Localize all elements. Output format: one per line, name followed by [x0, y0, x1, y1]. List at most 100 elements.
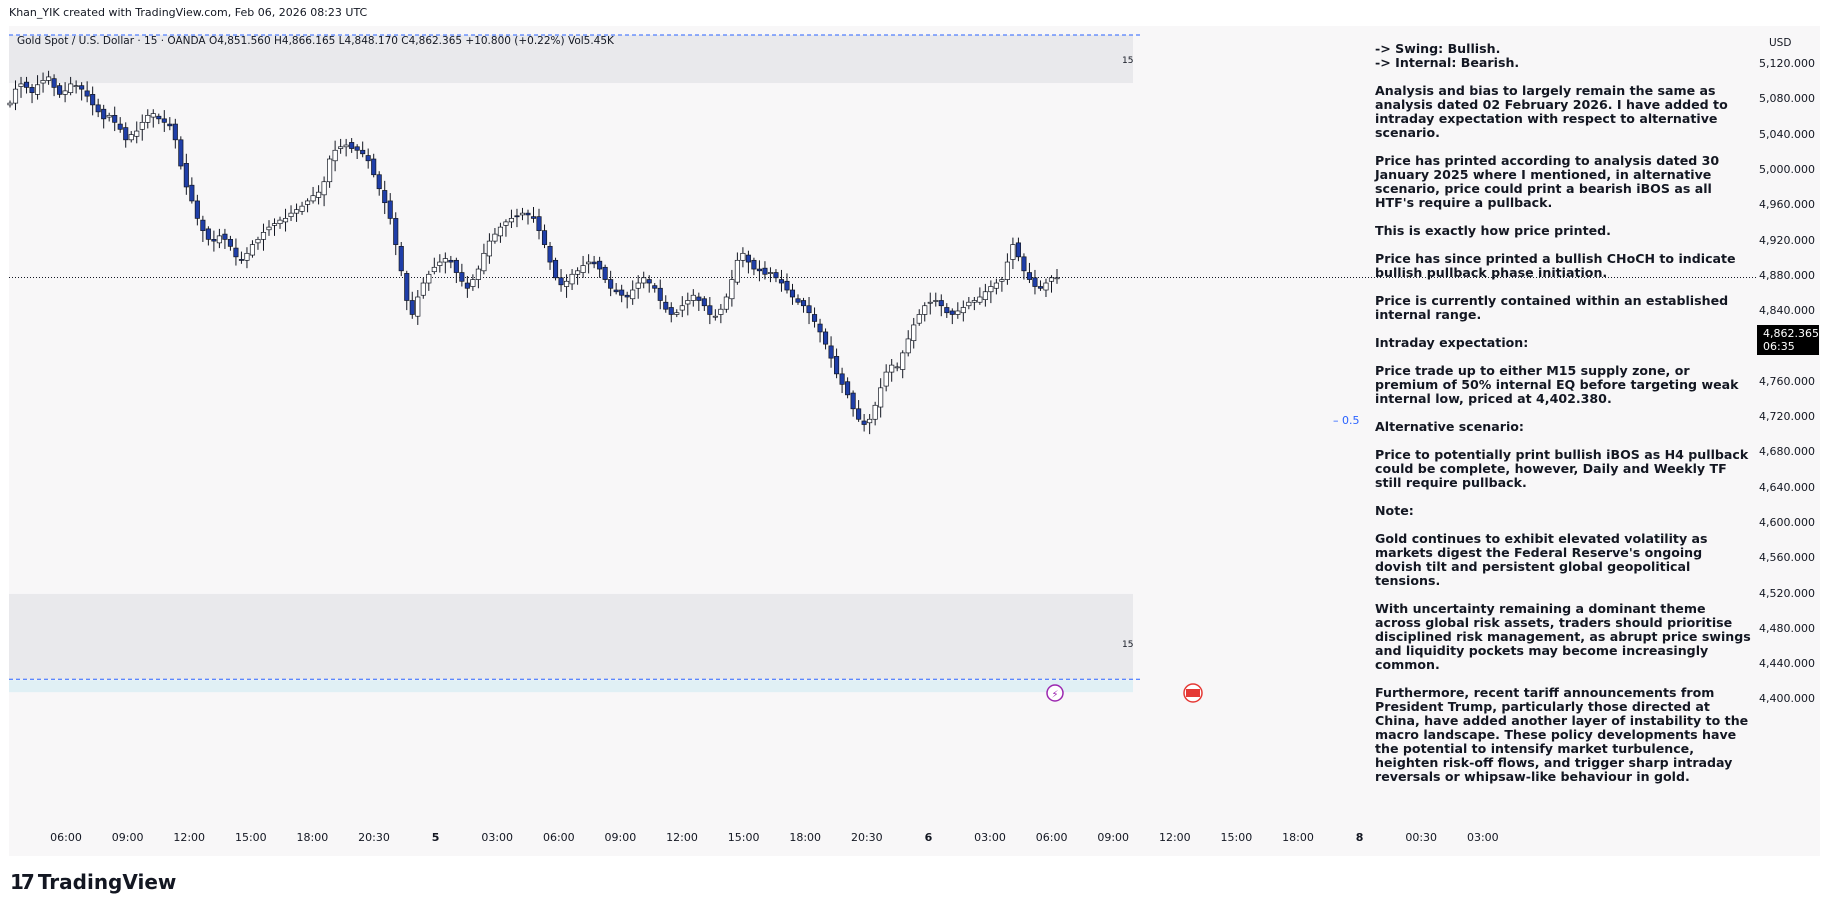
range-zone [9, 35, 1133, 84]
bullish-candle [685, 300, 691, 305]
bullish-candle [900, 352, 906, 370]
price-tick-label: 4,720.000 [1759, 410, 1815, 423]
bearish-candle [172, 123, 178, 141]
bullish-candle [249, 244, 256, 256]
bearish-candle [541, 230, 548, 245]
bullish-candle [106, 114, 112, 118]
bearish-candle [404, 273, 410, 301]
bearish-candle [602, 266, 608, 280]
bearish-candle [839, 373, 845, 385]
bullish-candle [999, 279, 1005, 282]
bearish-candle [233, 247, 239, 258]
bearish-candle [624, 294, 630, 298]
bearish-candle [117, 123, 123, 130]
tradingview-wordmark: TradingView [37, 870, 177, 894]
bearish-candle [745, 254, 751, 263]
bullish-candle [575, 270, 581, 275]
price-tick-label: 5,080.000 [1759, 92, 1815, 106]
bearish-candle [205, 228, 211, 240]
bullish-candle [40, 80, 46, 84]
bullish-candle [277, 219, 283, 224]
bullish-candle [905, 338, 911, 354]
bearish-candle [800, 300, 807, 307]
bearish-candle [856, 408, 862, 420]
bearish-candle [409, 300, 415, 315]
range-zone [9, 593, 1133, 680]
price-tick-label: 4,920.000 [1759, 233, 1815, 247]
bearish-candle [189, 184, 195, 202]
equilibrium-value: 0.5 [1342, 414, 1360, 427]
analysis-paragraph: With uncertainty remaining a dominant th… [1375, 601, 1751, 672]
bearish-candle [663, 301, 669, 310]
bearish-candle [938, 300, 944, 307]
bearish-candle [668, 307, 674, 315]
symbol-legend[interactable]: Gold Spot / U.S. Dollar · 15 · OANDA O4,… [17, 35, 614, 47]
price-tick-label: 4,840.000 [1759, 304, 1815, 318]
bearish-candle [701, 298, 707, 307]
analysis-paragraph: Price has since printed a bullish CHoCH … [1375, 251, 1736, 280]
time-tick-label: 12:00 [666, 831, 698, 844]
price-tick-label: 4,640.000 [1759, 480, 1815, 494]
bullish-candle [139, 121, 145, 130]
bar-countdown: 06:35 [1763, 340, 1795, 353]
bullish-candle [7, 102, 13, 106]
price-tick-label: 4,960.000 [1759, 198, 1815, 212]
time-tick-label: 18:00 [1282, 831, 1314, 844]
bearish-candle [382, 190, 388, 204]
bullish-candle [630, 289, 636, 300]
bearish-candle [194, 200, 200, 219]
bearish-candle [393, 218, 399, 245]
time-tick-label: 18:00 [789, 831, 822, 844]
bullish-candle [497, 226, 503, 237]
bullish-candle [321, 181, 327, 196]
bullish-candle [922, 305, 928, 315]
bearish-candle [657, 287, 663, 301]
bullish-candle [519, 212, 526, 216]
bullish-candle [293, 209, 300, 214]
bullish-candle [971, 300, 977, 303]
bearish-candle [211, 239, 217, 242]
bearish-candle [861, 420, 867, 425]
bearish-candle [156, 115, 162, 120]
bearish-candle [525, 212, 531, 216]
bearish-candle [558, 277, 564, 286]
analysis-text: -> Swing: Bullish. -> Internal: Bearish. A… [1375, 42, 1753, 798]
equilibrium-label: – 0.5 [1333, 414, 1360, 427]
bullish-candle [431, 266, 437, 273]
bullish-candle [993, 282, 999, 289]
bullish-candle [244, 252, 250, 261]
pane-number-bottom: 15 [1122, 640, 1134, 650]
analysis-paragraph: Gold continues to exhibit elevated volat… [1375, 531, 1708, 588]
bullish-candle [960, 307, 966, 314]
bullish-candle [641, 277, 647, 284]
time-tick-label: 6 [924, 831, 933, 844]
time-tick-label: 03:00 [1466, 831, 1499, 844]
time-tick-label: 15:00 [1220, 831, 1253, 844]
lower-band [9, 680, 1133, 693]
bearish-candle [949, 310, 955, 315]
bullish-candle [718, 308, 724, 315]
time-tick-label: 12:00 [173, 831, 206, 844]
bullish-candle [674, 312, 680, 315]
chart-area[interactable] [9, 26, 1820, 856]
currency-label[interactable]: USD [1769, 37, 1792, 49]
pane-number-top: 15 [1122, 56, 1134, 66]
tradingview-logo[interactable]: 17 TradingView [10, 870, 176, 894]
price-tick-label: 4,760.000 [1759, 374, 1815, 388]
bearish-candle [751, 259, 757, 270]
bullish-candle [503, 221, 509, 226]
analysis-paragraph: This is exactly how price printed. [1375, 223, 1611, 238]
bearish-candle [354, 146, 360, 151]
price-tick-label: 4,560.000 [1759, 551, 1815, 565]
bullish-candle [767, 272, 774, 274]
bearish-candle [123, 127, 129, 141]
bullish-candle [62, 90, 68, 95]
price-tick-label: 4,600.000 [1759, 515, 1815, 529]
bullish-candle [586, 261, 592, 265]
bullish-candle [492, 233, 498, 242]
bearish-candle [222, 233, 228, 240]
analysis-paragraph: Price is currently contained within an e… [1375, 293, 1729, 322]
bearish-candle [90, 94, 96, 106]
time-tick-label: 15:00 [727, 831, 760, 844]
